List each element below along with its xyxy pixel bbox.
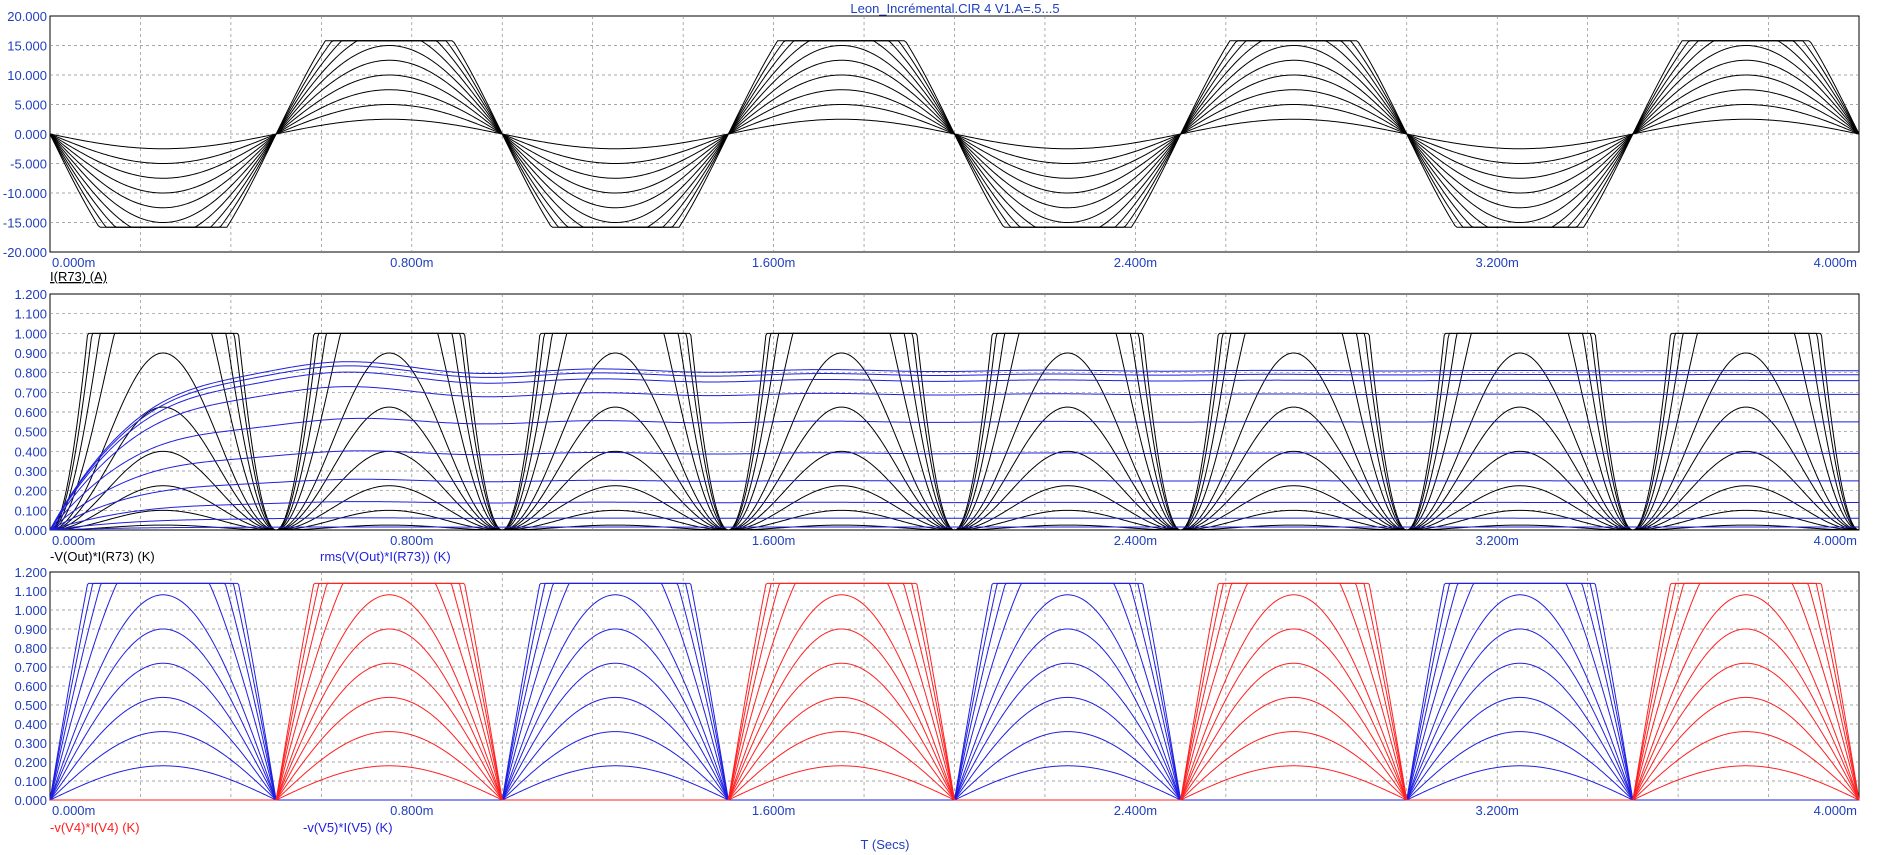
source-power-y-tick: 0.300 xyxy=(14,736,47,751)
power-legend: -V(Out)*I(R73) (K) xyxy=(50,549,155,564)
current-x-tick: 0.800m xyxy=(390,255,433,270)
power-curves xyxy=(49,332,1860,531)
power-y-tick: 1.100 xyxy=(14,307,47,322)
source-power-y-tick: 0.400 xyxy=(14,717,47,732)
source-power-y-tick: 0.700 xyxy=(14,660,47,675)
source-power-y-tick: 0.000 xyxy=(14,793,47,808)
v4-power-curve xyxy=(50,582,1860,801)
chart-title: Leon_Incrémental.CIR 4 V1.A=.5...5 xyxy=(850,1,1059,16)
rms-power-legend: rms(V(Out)*I(R73)) (K) xyxy=(320,549,451,564)
current-x-tick: 1.600m xyxy=(752,255,795,270)
current-y-tick: 15.000 xyxy=(7,39,47,54)
power-y-tick: 0.500 xyxy=(14,425,47,440)
v5-power-curve xyxy=(49,628,1859,801)
current-y-tick: -5.000 xyxy=(10,157,47,172)
current-y-tick-labels: 20.000 15.000 10.000 5.000 0.000 -5.000 -10.00… xyxy=(3,9,47,260)
rms-power-curve xyxy=(49,371,1859,531)
x-axis-label: T (Secs) xyxy=(861,837,910,852)
current-x-tick: 3.200m xyxy=(1476,255,1519,270)
current-y-tick: -15.000 xyxy=(3,216,47,231)
source-power-curves xyxy=(49,582,1860,801)
source-power-grid xyxy=(50,572,1859,800)
source-power-x-tick-labels: 0.000m 0.800m 1.600m 2.400m 3.200m 4.000m xyxy=(52,803,1857,818)
current-y-tick: 5.000 xyxy=(14,98,47,113)
current-legend: I(R73) (A) xyxy=(50,269,107,284)
power-y-tick: 0.700 xyxy=(14,385,47,400)
source-power-y-tick: 0.800 xyxy=(14,641,47,656)
power-panel: 1.200 1.100 1.000 0.900 0.800 0.700 0.600 0.500… xyxy=(14,287,1860,564)
rms-power-curve xyxy=(49,517,1859,531)
power-x-tick: 3.200m xyxy=(1476,533,1519,548)
power-y-tick: 0.800 xyxy=(14,366,47,381)
current-x-tick-labels: 0.000m 0.800m 1.600m 2.400m 3.200m 4.000m xyxy=(52,255,1857,270)
rms-power-curve xyxy=(49,501,1859,531)
power-x-tick: 2.400m xyxy=(1114,533,1157,548)
power-y-tick: 0.100 xyxy=(14,503,47,518)
power-y-tick-labels: 1.200 1.100 1.000 0.900 0.800 0.700 0.600 0.500… xyxy=(14,287,47,538)
power-y-tick: 1.000 xyxy=(14,326,47,341)
source-power-y-tick: 1.100 xyxy=(14,584,47,599)
power-x-tick-labels: 0.000m 0.800m 1.600m 2.400m 3.200m 4.000m xyxy=(52,533,1857,548)
power-y-tick: 0.400 xyxy=(14,444,47,459)
current-y-tick: -10.000 xyxy=(3,186,47,201)
source-power-y-tick-labels: 1.200 1.100 1.000 0.900 0.800 0.700 0.600 0.500… xyxy=(14,565,47,808)
current-x-tick: 4.000m xyxy=(1814,255,1857,270)
source-power-y-tick: 1.200 xyxy=(14,565,47,580)
current-y-tick: -20.000 xyxy=(3,245,47,260)
power-y-tick: 0.000 xyxy=(14,523,47,538)
current-curves xyxy=(49,40,1860,228)
power-y-tick: 0.600 xyxy=(14,405,47,420)
current-y-tick: 20.000 xyxy=(7,9,47,24)
source-power-y-tick: 0.900 xyxy=(14,622,47,637)
power-x-tick: 4.000m xyxy=(1814,533,1857,548)
rms-power-curve xyxy=(49,417,1859,531)
power-grid xyxy=(50,294,1859,530)
source-power-y-tick: 0.200 xyxy=(14,755,47,770)
v4-power-curve xyxy=(50,628,1860,801)
source-power-y-tick: 1.000 xyxy=(14,603,47,618)
source-power-x-tick: 1.600m xyxy=(752,803,795,818)
v5-power-legend: -v(V5)*I(V5) (K) xyxy=(303,820,393,835)
v5-power-curve xyxy=(49,594,1859,801)
rms-power-curve xyxy=(49,361,1860,531)
load-power-curve xyxy=(49,332,1860,531)
current-grid xyxy=(50,16,1859,252)
source-power-panel: 1.200 1.100 1.000 0.900 0.800 0.700 0.600 0.500… xyxy=(14,565,1860,835)
rms-power-curve xyxy=(49,526,1859,531)
power-y-tick: 0.900 xyxy=(14,346,47,361)
rms-power-curve xyxy=(49,365,1860,531)
source-power-x-tick: 2.400m xyxy=(1114,803,1157,818)
power-y-tick: 0.200 xyxy=(14,484,47,499)
source-power-x-tick: 0.800m xyxy=(390,803,433,818)
current-panel: 20.000 15.000 10.000 5.000 0.000 -5.000 -10.00… xyxy=(3,9,1860,284)
rms-power-curve xyxy=(49,386,1859,531)
v4-power-curve xyxy=(50,594,1860,801)
rms-power-curve xyxy=(49,450,1859,531)
source-power-x-tick: 4.000m xyxy=(1814,803,1857,818)
source-power-y-tick: 0.600 xyxy=(14,679,47,694)
power-y-tick: 1.200 xyxy=(14,287,47,302)
current-curve xyxy=(49,40,1860,228)
current-x-tick: 2.400m xyxy=(1114,255,1157,270)
rms-power-curve xyxy=(49,478,1859,531)
power-y-tick: 0.300 xyxy=(14,464,47,479)
v4-power-legend: -v(V4)*I(V4) (K) xyxy=(50,820,140,835)
source-power-y-tick: 0.100 xyxy=(14,774,47,789)
source-power-x-tick: 0.000m xyxy=(52,803,95,818)
source-power-y-tick: 0.500 xyxy=(14,698,47,713)
source-power-x-tick: 3.200m xyxy=(1476,803,1519,818)
current-y-tick: 0.000 xyxy=(14,127,47,142)
power-x-tick: 0.000m xyxy=(52,533,95,548)
power-x-tick: 1.600m xyxy=(752,533,795,548)
power-x-tick: 0.800m xyxy=(390,533,433,548)
current-x-tick: 0.000m xyxy=(52,255,95,270)
current-y-tick: 10.000 xyxy=(7,68,47,83)
